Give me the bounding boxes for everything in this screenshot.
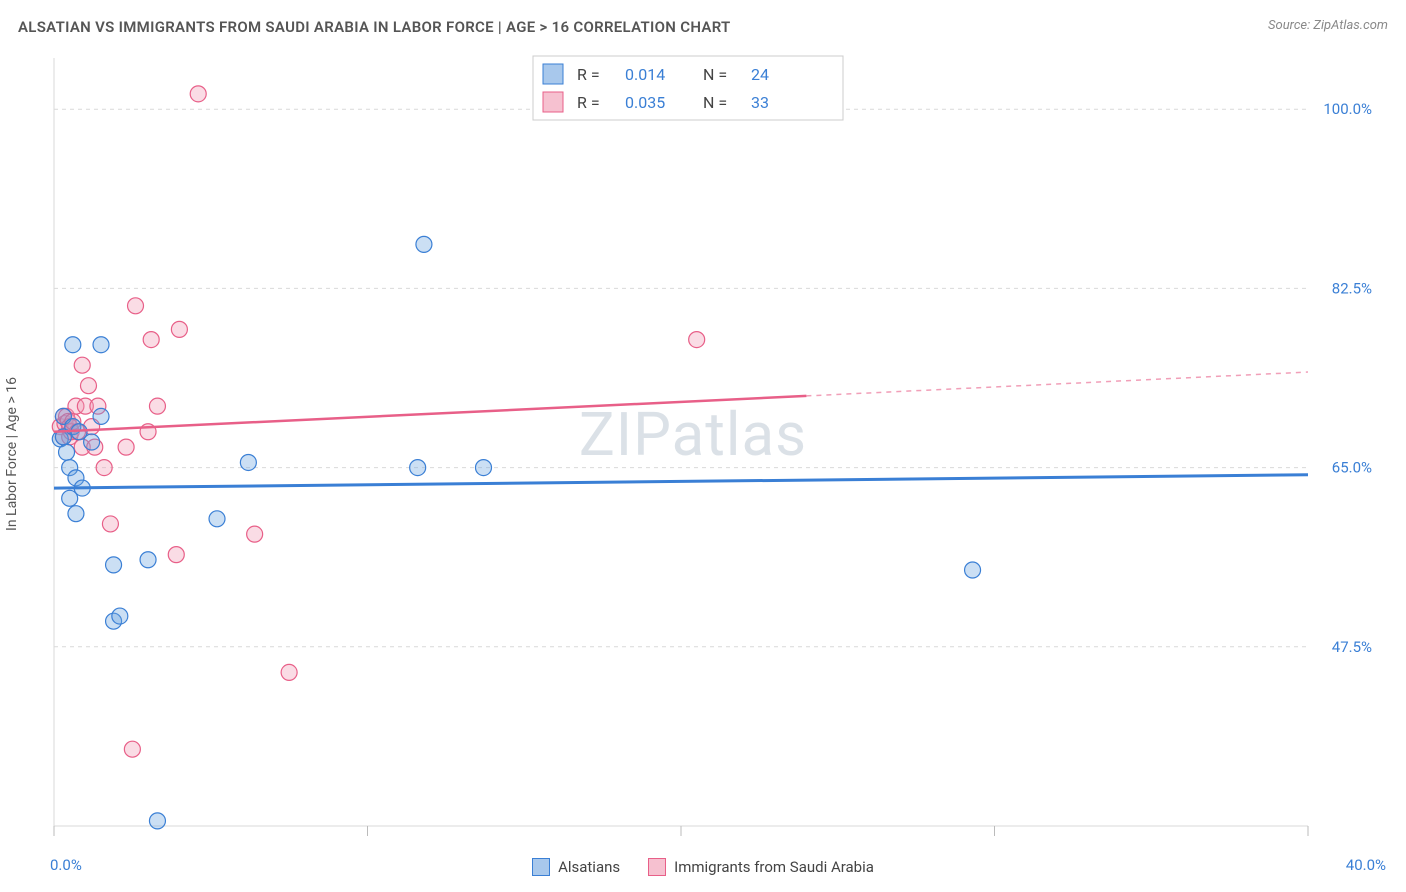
svg-text:33: 33: [751, 93, 769, 112]
svg-text:24: 24: [751, 65, 769, 84]
chart-title: ALSATIAN VS IMMIGRANTS FROM SAUDI ARABIA…: [18, 18, 731, 36]
legend-label: Immigrants from Saudi Arabia: [674, 858, 874, 876]
legend-item-saudi: Immigrants from Saudi Arabia: [648, 858, 874, 876]
svg-text:N =: N =: [703, 93, 727, 112]
svg-text:0.035: 0.035: [625, 93, 665, 112]
scatter-chart-svg: 47.5% 65.0% 82.5% 100.0% ZIPatlas R = 0.014 N =…: [48, 50, 1378, 840]
bottom-legend: Alsatians Immigrants from Saudi Arabia: [0, 858, 1406, 876]
svg-text:ZIPatlas: ZIPatlas: [579, 399, 807, 470]
svg-text:82.5%: 82.5%: [1332, 279, 1372, 297]
svg-text:R =: R =: [577, 65, 600, 84]
chart-area: 47.5% 65.0% 82.5% 100.0% ZIPatlas R = 0.014 N =…: [48, 50, 1388, 842]
y-axis-label: In Labor Force | Age > 16: [4, 377, 20, 531]
svg-text:65.0%: 65.0%: [1332, 459, 1372, 477]
legend-swatch-blue: [532, 858, 550, 876]
svg-text:47.5%: 47.5%: [1332, 638, 1372, 656]
svg-text:R =: R =: [577, 93, 600, 112]
legend-swatch-pink: [648, 858, 666, 876]
svg-text:N =: N =: [703, 65, 727, 84]
legend-label: Alsatians: [558, 858, 620, 876]
source-attribution: Source: ZipAtlas.com: [1268, 18, 1388, 33]
svg-text:100.0%: 100.0%: [1323, 100, 1372, 118]
legend-item-alsatians: Alsatians: [532, 858, 620, 876]
svg-text:0.014: 0.014: [625, 65, 665, 84]
